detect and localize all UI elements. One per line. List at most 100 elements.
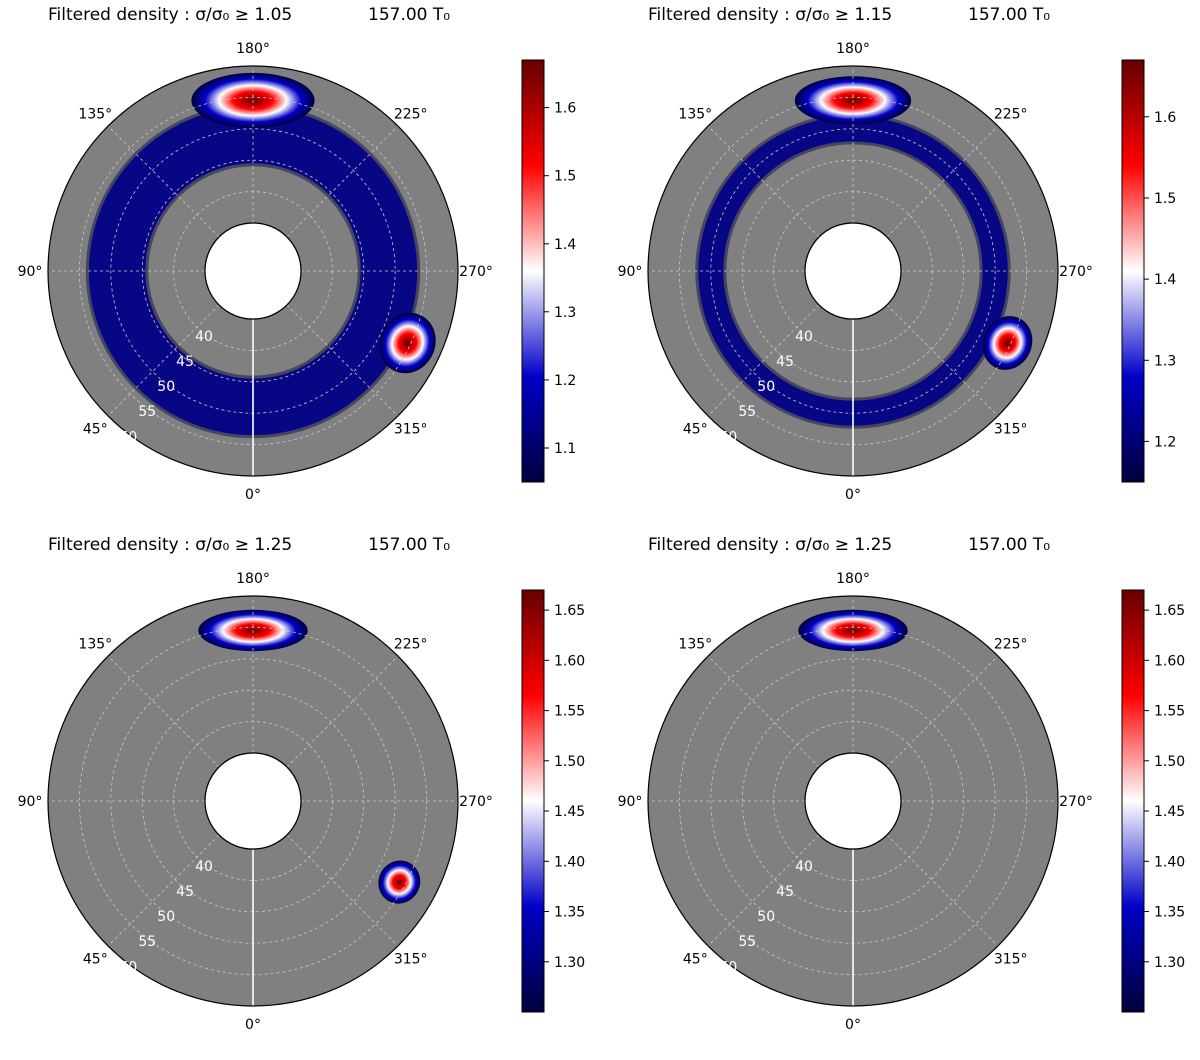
colorbar-tick-label: 1.5: [554, 169, 576, 185]
vortex-left: [378, 860, 421, 904]
polar-outer-edge: [647, 595, 1059, 1007]
angle-tick-label: 315°: [994, 952, 1028, 968]
angle-tick-label: 0°: [845, 1017, 861, 1033]
colorbar-tick-label: 1.35: [554, 905, 585, 921]
radial-tick-label: 60: [119, 959, 137, 975]
radial-tick-label: 45: [176, 354, 194, 370]
radial-tick-label: 55: [738, 934, 756, 950]
radial-tick-label: 40: [795, 859, 813, 875]
colorbar-tick-label: 1.3: [1154, 353, 1176, 369]
angle-tick-label: 315°: [394, 952, 428, 968]
colorbar-tick-label: 1.6: [1154, 110, 1176, 126]
panel-3: Filtered density : σ/σ₀ ≥ 1.25 157.00 T₀ 0…: [0, 530, 600, 1060]
colorbar-tick-label: 1.30: [554, 955, 585, 971]
radial-tick-label: 55: [738, 404, 756, 420]
polar-chart-1: Filtered density : σ/σ₀ ≥ 1.05 157.00 T₀ 0…: [18, 5, 577, 503]
grid-spoke: [886, 834, 999, 947]
colorbar-tick-label: 1.40: [1154, 854, 1185, 870]
colorbar-tick-label: 1.4: [554, 237, 576, 253]
colorbar-tick-label: 1.45: [554, 804, 585, 820]
grid-spoke: [286, 304, 399, 417]
angle-tick-label: 45°: [683, 422, 708, 438]
colorbar: [1121, 589, 1145, 1013]
chart-time-label: 157.00 T₀: [368, 535, 450, 555]
colorbar-tick-label: 1.2: [554, 373, 576, 389]
angle-tick-label: 135°: [78, 636, 112, 652]
colorbar-tick-label: 1.50: [1154, 754, 1185, 770]
radial-tick-label: 50: [157, 909, 175, 925]
polar-outer-edge: [647, 65, 1059, 477]
vortex-left: [982, 316, 1033, 370]
radial-tick-label: 45: [776, 884, 794, 900]
radial-tick-label: 60: [119, 429, 137, 445]
colorbar-tick-label: 1.35: [1154, 905, 1185, 921]
polar-inner-hole-cover: [204, 222, 302, 320]
grid-spoke: [286, 125, 399, 238]
angle-tick-label: 270°: [1059, 264, 1093, 280]
radial-tick-label: 50: [757, 379, 775, 395]
polar-outer-edge: [47, 65, 459, 477]
polar-inner-hole-cover: [804, 752, 902, 850]
grid-spoke: [707, 125, 820, 238]
angle-tick-label: 225°: [394, 106, 428, 122]
grid-spoke: [707, 304, 820, 417]
grid-spoke: [107, 304, 220, 417]
angle-tick-label: 270°: [459, 794, 493, 810]
colorbar-tick-label: 1.65: [1154, 603, 1185, 619]
radial-tick-label: 50: [157, 379, 175, 395]
radial-tick-label: 45: [176, 884, 194, 900]
grid-spoke: [107, 834, 220, 947]
colorbar-tick-label: 1.50: [554, 754, 585, 770]
radial-tick-label: 60: [719, 429, 737, 445]
angle-tick-label: 270°: [459, 264, 493, 280]
colorbar: [521, 589, 545, 1013]
colorbar-tick-label: 1.60: [1154, 653, 1185, 669]
angle-tick-label: 225°: [394, 636, 428, 652]
colorbar-tick-label: 1.65: [554, 603, 585, 619]
angle-tick-label: 135°: [78, 106, 112, 122]
chart-title: Filtered density : σ/σ₀ ≥ 1.25: [48, 535, 292, 555]
grid-spoke: [886, 125, 999, 238]
radial-tick-label: 40: [195, 859, 213, 875]
polar-inner-hole-cover: [804, 222, 902, 320]
angle-tick-label: 0°: [245, 1017, 261, 1033]
chart-title: Filtered density : σ/σ₀ ≥ 1.25: [648, 535, 892, 555]
grid-spoke: [286, 834, 399, 947]
angle-tick-label: 135°: [678, 636, 712, 652]
radial-tick-label: 55: [138, 404, 156, 420]
colorbar-tick-label: 1.55: [1154, 704, 1185, 720]
polar-outer-edge: [47, 595, 459, 1007]
radial-tick-label: 45: [776, 354, 794, 370]
angle-tick-label: 45°: [83, 422, 108, 438]
colorbar-tick-label: 1.5: [1154, 191, 1176, 207]
angle-tick-label: 180°: [236, 571, 270, 587]
grid-spoke: [886, 304, 999, 417]
colorbar-tick-label: 1.3: [554, 305, 576, 321]
polar-chart-2: Filtered density : σ/σ₀ ≥ 1.15 157.00 T₀ 0…: [618, 5, 1177, 503]
colorbar-tick-label: 1.40: [554, 854, 585, 870]
colorbar-tick-label: 1.55: [554, 704, 585, 720]
chart-title: Filtered density : σ/σ₀ ≥ 1.15: [648, 5, 892, 25]
panel-2: Filtered density : σ/σ₀ ≥ 1.15 157.00 T₀ 0…: [600, 0, 1200, 530]
grid-spoke: [107, 655, 220, 768]
angle-tick-label: 45°: [83, 952, 108, 968]
angle-tick-label: 315°: [994, 422, 1028, 438]
angle-tick-label: 225°: [994, 636, 1028, 652]
angle-tick-label: 45°: [683, 952, 708, 968]
angle-tick-label: 315°: [394, 422, 428, 438]
grid-spoke: [886, 655, 999, 768]
radial-tick-label: 60: [719, 959, 737, 975]
panel-4: Filtered density : σ/σ₀ ≥ 1.25 157.00 T₀ 0…: [600, 530, 1200, 1060]
vortex-left: [379, 312, 436, 374]
angle-tick-label: 225°: [994, 106, 1028, 122]
polar-inner-hole-cover: [204, 752, 302, 850]
grid-spoke: [286, 655, 399, 768]
angle-tick-label: 90°: [618, 264, 643, 280]
polar-chart-3: Filtered density : σ/σ₀ ≥ 1.25 157.00 T₀ 0…: [18, 535, 586, 1033]
chart-time-label: 157.00 T₀: [968, 5, 1050, 25]
grid-spoke: [707, 655, 820, 768]
angle-tick-label: 180°: [236, 41, 270, 57]
panel-1: Filtered density : σ/σ₀ ≥ 1.05 157.00 T₀ 0…: [0, 0, 600, 530]
colorbar-tick-label: 1.60: [554, 653, 585, 669]
chart-title: Filtered density : σ/σ₀ ≥ 1.05: [48, 5, 292, 25]
